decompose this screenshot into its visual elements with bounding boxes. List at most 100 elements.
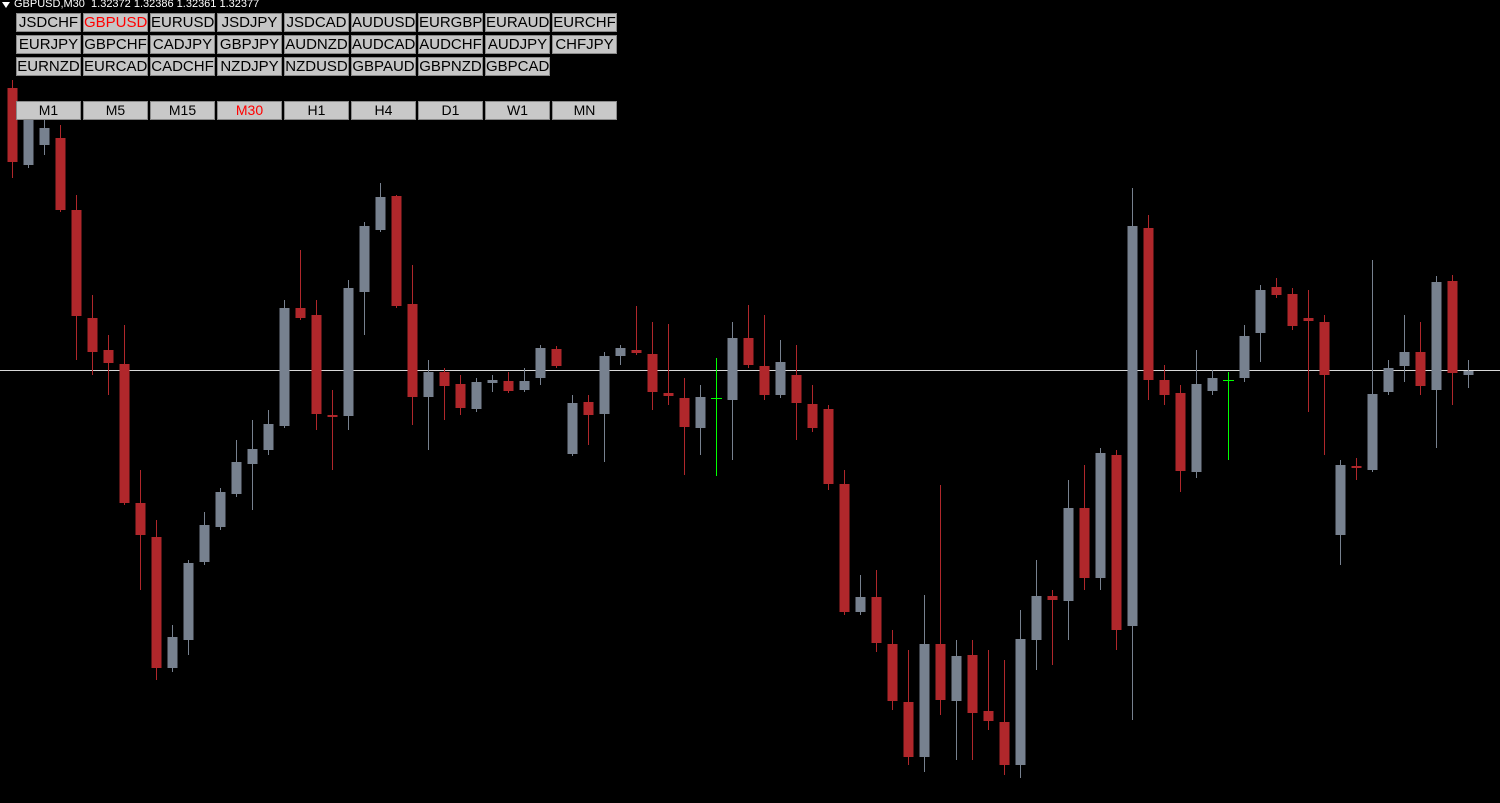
toolbar-button[interactable]: AUDNZD (284, 35, 349, 54)
toolbar-button[interactable]: CADJPY (150, 35, 215, 54)
candle-body (295, 308, 306, 318)
candle-body (119, 364, 130, 503)
candle-body (231, 462, 242, 494)
candle-body (1463, 371, 1474, 375)
candle-body (743, 338, 754, 365)
candle-body (999, 722, 1010, 765)
toolbar-button[interactable]: M15 (150, 101, 215, 120)
candle-body (503, 381, 514, 391)
candle-body (7, 88, 18, 162)
candle-body (1063, 508, 1074, 601)
candle-body (663, 393, 674, 396)
candle-body (967, 655, 978, 713)
toolbar-button[interactable]: EURGBP (418, 13, 483, 32)
candle-body (1447, 281, 1458, 373)
candle-body (935, 644, 946, 700)
toolbar-button[interactable]: GBPJPY (217, 35, 282, 54)
candle-body (887, 644, 898, 701)
candle-body (215, 492, 226, 527)
toolbar-button[interactable]: H4 (351, 101, 416, 120)
chart-header: GBPUSD,M30 1.32372 1.32386 1.32361 1.323… (14, 0, 260, 10)
candle-body (471, 382, 482, 409)
toolbar-button[interactable]: MN (552, 101, 617, 120)
candle-body (135, 503, 146, 535)
menu-triangle[interactable] (2, 2, 10, 8)
candle-body (631, 350, 642, 353)
candle-body (1127, 226, 1138, 626)
candle-body (247, 449, 258, 464)
candle-body (1191, 384, 1202, 472)
candle-body (167, 637, 178, 668)
candle-body (1159, 380, 1170, 395)
toolbar-button[interactable]: H1 (284, 101, 349, 120)
candle-body (1383, 368, 1394, 392)
candle-body (1255, 290, 1266, 333)
candle-body (679, 398, 690, 427)
toolbar-button[interactable]: EURCAD (83, 57, 148, 76)
toolbar-button[interactable]: JSDCAD (284, 13, 349, 32)
candle-body (263, 424, 274, 450)
candle-body (279, 308, 290, 426)
candle-body (359, 226, 370, 292)
toolbar-button[interactable]: AUDCHF (418, 35, 483, 54)
candle-body (1207, 378, 1218, 391)
candle-body (1303, 318, 1314, 321)
toolbar-button[interactable]: NZDUSD (284, 57, 349, 76)
candle-body (343, 288, 354, 416)
toolbar-button[interactable]: EURNZD (16, 57, 81, 76)
toolbar-button[interactable]: EURCHF (552, 13, 617, 32)
candle-body (807, 404, 818, 428)
candle-body (983, 711, 994, 721)
toolbar-button[interactable]: CHFJPY (552, 35, 617, 54)
candle-body (1047, 596, 1058, 600)
toolbar-button[interactable]: EURAUD (485, 13, 550, 32)
candle-body (855, 597, 866, 612)
candle-body (951, 656, 962, 701)
toolbar-button[interactable]: JSDJPY (217, 13, 282, 32)
candle-body (823, 409, 834, 484)
toolbar-button[interactable]: JSDCHF (16, 13, 81, 32)
toolbar-button[interactable]: AUDUSD (351, 13, 416, 32)
toolbar-button[interactable]: EURJPY (16, 35, 81, 54)
candle-body (775, 362, 786, 395)
toolbar-button[interactable]: GBPNZD (418, 57, 483, 76)
toolbar-button[interactable]: AUDJPY (485, 35, 550, 54)
candle-body (391, 196, 402, 306)
candle-body (439, 372, 450, 386)
candle-body (903, 702, 914, 757)
candle-body (407, 304, 418, 397)
candle-body (1015, 639, 1026, 765)
toolbar-button[interactable]: GBPAUD (351, 57, 416, 76)
toolbar-button[interactable]: M30 (217, 101, 282, 120)
candle-body (519, 381, 530, 390)
candle-body (487, 380, 498, 383)
candle-body (1031, 596, 1042, 640)
candle-body (1335, 465, 1346, 535)
candle-body (711, 398, 722, 399)
candle-body (727, 338, 738, 400)
toolbar-button[interactable]: GBPCHF (83, 35, 148, 54)
candle-body (1399, 352, 1410, 366)
candle-body (1367, 394, 1378, 470)
candle-body (55, 138, 66, 210)
candle-body (1287, 294, 1298, 326)
toolbar-button[interactable]: NZDJPY (217, 57, 282, 76)
toolbar-button[interactable]: D1 (418, 101, 483, 120)
candle-body (871, 597, 882, 643)
toolbar-button[interactable]: M1 (16, 101, 81, 120)
toolbar-button[interactable]: M5 (83, 101, 148, 120)
toolbar-button[interactable]: W1 (485, 101, 550, 120)
toolbar-button[interactable]: EURUSD (150, 13, 215, 32)
toolbar-button[interactable]: GBPUSD (83, 13, 148, 32)
candle-body (551, 349, 562, 366)
candle-body (423, 372, 434, 397)
candle-body (791, 375, 802, 403)
candle-body (599, 356, 610, 414)
toolbar-button[interactable]: CADCHF (150, 57, 215, 76)
toolbar-button[interactable]: AUDCAD (351, 35, 416, 54)
candle-body (1095, 453, 1106, 578)
candle-body (1271, 287, 1282, 295)
candle-body (39, 128, 50, 145)
toolbar-button[interactable]: GBPCAD (485, 57, 550, 76)
